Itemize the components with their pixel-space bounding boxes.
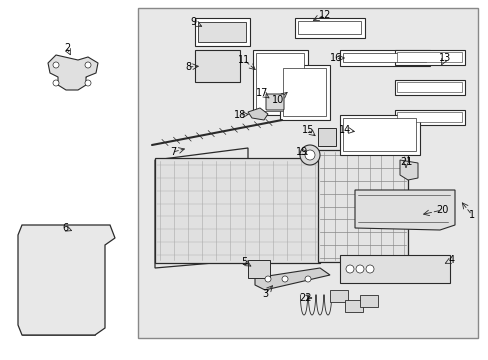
Bar <box>342 53 425 62</box>
Text: 21: 21 <box>399 157 411 167</box>
Text: 9: 9 <box>189 17 196 27</box>
Text: 6: 6 <box>62 223 68 233</box>
Circle shape <box>264 276 270 282</box>
Bar <box>345 300 362 312</box>
Text: 16: 16 <box>329 53 342 63</box>
Bar <box>394 50 464 65</box>
Bar <box>329 290 347 302</box>
Text: 10: 10 <box>271 95 284 105</box>
Text: 4: 4 <box>448 255 454 265</box>
Text: 12: 12 <box>318 10 330 20</box>
Bar <box>359 295 377 307</box>
Text: 11: 11 <box>237 55 250 65</box>
Polygon shape <box>155 148 247 268</box>
Bar <box>317 128 335 146</box>
Polygon shape <box>247 108 267 120</box>
Bar <box>283 68 325 116</box>
Text: 17: 17 <box>255 88 267 98</box>
Polygon shape <box>18 225 115 335</box>
Bar <box>339 50 429 66</box>
Bar <box>339 255 449 283</box>
Polygon shape <box>354 190 454 230</box>
Bar <box>396 112 461 122</box>
Bar <box>280 65 329 120</box>
Circle shape <box>299 145 319 165</box>
Bar <box>195 50 240 82</box>
Circle shape <box>53 62 59 68</box>
Bar <box>342 118 415 151</box>
Circle shape <box>346 265 353 273</box>
Text: 3: 3 <box>262 289 267 299</box>
Polygon shape <box>48 55 98 90</box>
Bar <box>339 115 419 155</box>
Bar <box>256 53 304 111</box>
Text: 18: 18 <box>233 110 245 120</box>
Bar <box>198 22 245 42</box>
Text: 5: 5 <box>241 257 246 267</box>
Text: 13: 13 <box>438 53 450 63</box>
Text: 2: 2 <box>64 43 70 53</box>
Circle shape <box>53 80 59 86</box>
Text: 1: 1 <box>468 210 474 220</box>
Bar <box>138 8 477 338</box>
Bar <box>317 150 407 262</box>
Text: 7: 7 <box>169 147 176 157</box>
Bar <box>294 18 364 38</box>
Bar <box>297 21 360 34</box>
FancyBboxPatch shape <box>265 94 284 110</box>
Bar <box>155 158 319 263</box>
Text: 15: 15 <box>301 125 314 135</box>
Polygon shape <box>399 160 417 180</box>
Bar <box>394 110 464 125</box>
Bar <box>396 52 461 62</box>
Polygon shape <box>254 268 329 290</box>
Bar <box>195 18 249 46</box>
Circle shape <box>305 276 310 282</box>
Text: 14: 14 <box>338 125 350 135</box>
Text: 8: 8 <box>184 62 191 72</box>
Circle shape <box>355 265 363 273</box>
Circle shape <box>85 62 91 68</box>
Circle shape <box>282 276 287 282</box>
Bar <box>247 260 269 278</box>
Bar <box>252 50 307 115</box>
Text: 22: 22 <box>298 293 311 303</box>
Bar <box>394 80 464 95</box>
Circle shape <box>365 265 373 273</box>
Circle shape <box>85 80 91 86</box>
Circle shape <box>305 150 314 160</box>
Bar <box>396 82 461 92</box>
Text: 20: 20 <box>435 205 447 215</box>
Text: 19: 19 <box>295 147 307 157</box>
